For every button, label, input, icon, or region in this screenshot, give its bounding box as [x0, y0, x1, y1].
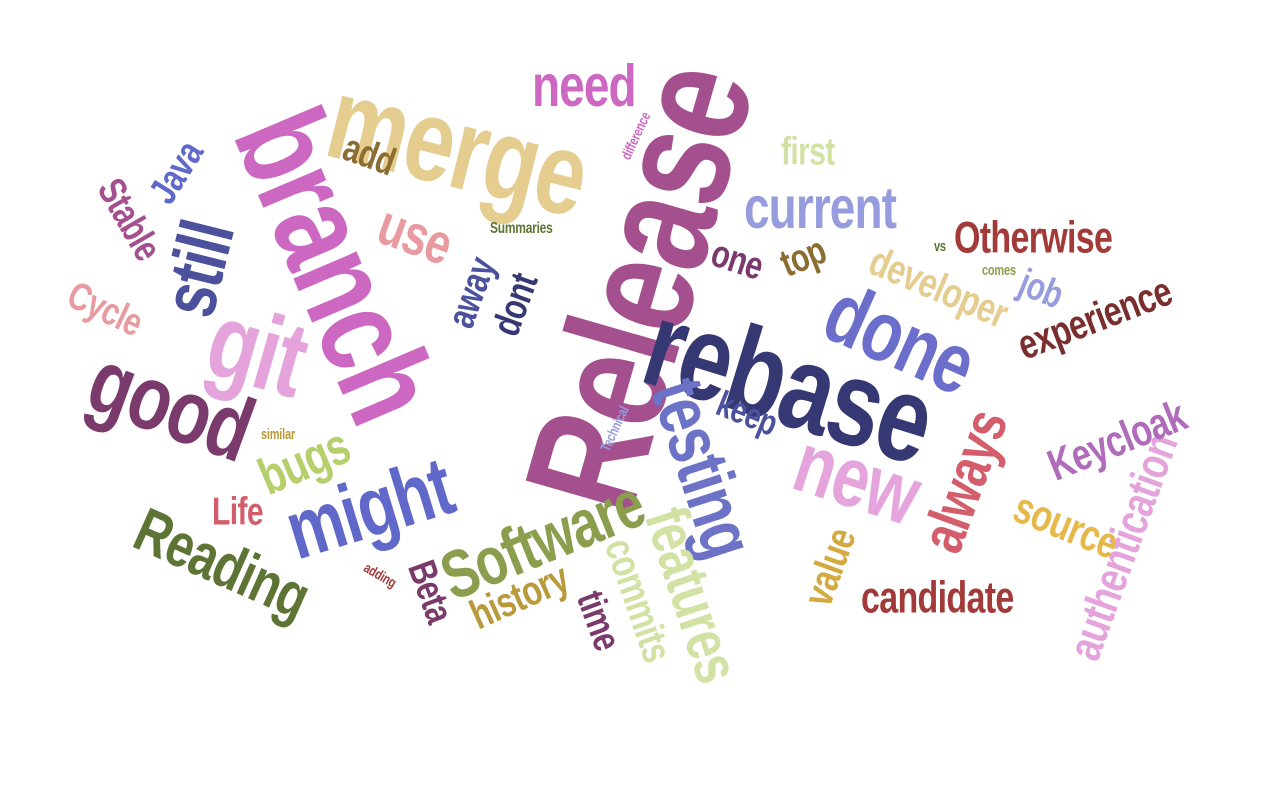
- word-otherwise: Otherwise: [954, 213, 1113, 263]
- word-similar: similar: [261, 427, 295, 443]
- word-life: Life: [212, 490, 264, 534]
- word-source: source: [1006, 482, 1125, 570]
- word-current: current: [744, 173, 897, 241]
- word-cycle: Cycle: [60, 273, 149, 346]
- word-adding: adding: [360, 560, 399, 592]
- word-comes: comes: [982, 263, 1016, 279]
- word-vs: vs: [934, 239, 946, 255]
- word-first: first: [781, 130, 835, 174]
- word-candidate: candidate: [861, 573, 1014, 623]
- word-java: Java: [141, 134, 212, 212]
- word-value: value: [793, 522, 865, 612]
- word-summaries: Summaries: [490, 218, 553, 238]
- word-need: need: [532, 51, 637, 119]
